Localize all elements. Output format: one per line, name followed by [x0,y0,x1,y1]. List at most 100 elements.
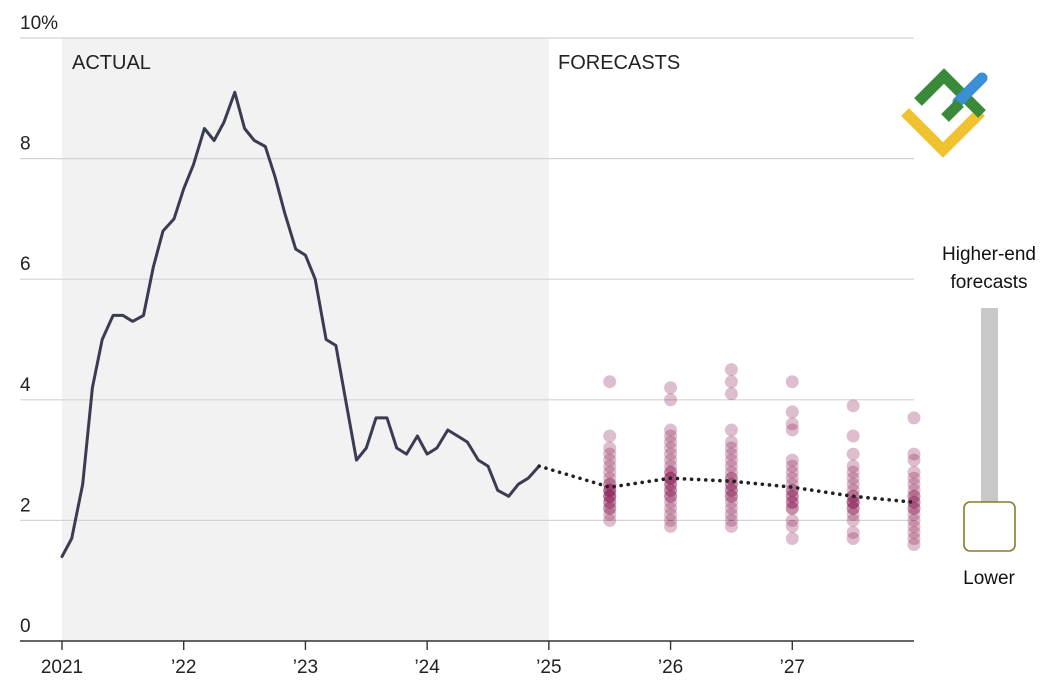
forecast-dot [846,477,860,491]
y-tick-label: 6 [20,254,31,275]
forecast-dot [664,483,678,497]
region-backgrounds [62,38,914,641]
forecast-dot [724,363,738,377]
forecast-dot [785,495,799,509]
forecast-dot [664,513,678,527]
forecast-dot [846,525,860,539]
forecast-dot [846,465,860,479]
forecast-dot [846,399,860,413]
forecast-dot [603,453,617,467]
y-tick-label: 2 [20,495,31,516]
forecast-dot [785,417,799,431]
forecast-dot [907,513,921,527]
forecast-dot [724,459,738,473]
region-label-actual: ACTUAL [72,52,151,74]
forecast-dot [724,435,738,449]
y-axis-ticks: 0 2 4 6 8 10% [20,13,58,637]
forecast-dot [907,483,921,497]
forecast-dot [724,465,738,479]
forecast-dot [603,471,617,485]
forecast-dot [664,477,678,491]
y-tick-label: 0 [20,616,31,637]
forecast-dot [907,471,921,485]
forecast-dot [603,447,617,461]
forecast-dot [603,441,617,455]
forecast-dot [907,447,921,461]
forecast-dot [785,423,799,437]
y-tick-label: 8 [20,134,31,155]
forecast-dot [724,519,738,533]
forecast-dot [785,489,799,503]
forecast-dot [907,489,921,503]
x-tick-label: ’25 [536,657,561,678]
forecast-dot [724,483,738,497]
forecast-dot [664,483,678,497]
forecast-dot [907,538,921,552]
forecast-dot [785,471,799,485]
forecast-dot [907,495,921,509]
forecast-dot [603,495,617,509]
forecast-dot [724,507,738,521]
forecast-dot [785,489,799,503]
forecast-dot [664,465,678,479]
region-background-1 [548,38,914,641]
x-axis-ticks: 2021 ’22 ’23 ’24 ’25 ’26 ’27 [41,641,805,678]
x-tick-label: 2021 [41,657,83,678]
forecast-dot [907,501,921,515]
actual-inflation-line [60,90,541,559]
brand-logo-icon [901,68,988,158]
forecast-dot [724,501,738,515]
forecast-dot [603,489,617,503]
forecast-dot [664,477,678,491]
forecast-dot [785,531,799,545]
forecast-dot [664,519,678,533]
forecast-dot [785,459,799,473]
forecast-dot [603,375,617,389]
legend-top-label-line1: Higher-end [942,244,1036,265]
forecast-dot [603,501,617,515]
forecast-dot [664,447,678,461]
forecast-dot [785,453,799,467]
forecast-dot [603,429,617,443]
forecast-dot [785,501,799,515]
forecast-dot [664,381,678,395]
forecast-dot [846,483,860,497]
forecast-dot [664,441,678,455]
forecast-dot [846,429,860,443]
forecast-dot [785,375,799,389]
forecast-dot [724,489,738,503]
forecast-dot [724,489,738,503]
forecast-dot [907,519,921,533]
forecast-dot [724,423,738,437]
forecast-dot [664,459,678,473]
forecast-dot [603,465,617,479]
forecast-dot [603,501,617,515]
forecast-dot [603,489,617,503]
y-tick-label: 4 [20,375,31,396]
forecast-dot [907,465,921,479]
legend: Higher-end forecasts Lower [942,244,1036,589]
series-lines [60,90,916,559]
x-tick-label: ’24 [414,657,440,678]
forecast-dot [664,435,678,449]
forecast-dot [603,459,617,473]
forecast-dot [724,495,738,509]
forecast-median-line [537,464,916,505]
forecast-dot [664,489,678,503]
forecast-dot [724,453,738,467]
forecast-dot [664,495,678,509]
forecast-dot [664,501,678,515]
forecast-dot [603,489,617,503]
forecast-dot [846,447,860,461]
forecast-dot [907,411,921,425]
region-label-forecasts: FORECASTS [558,52,680,74]
forecast-dot [785,465,799,479]
x-tick-label: ’26 [658,657,683,678]
region-background-0 [62,38,549,641]
x-tick-label: ’27 [780,657,805,678]
forecast-dot [603,495,617,509]
forecast-dot [846,501,860,515]
forecast-dot [724,441,738,455]
forecast-dot [724,513,738,527]
